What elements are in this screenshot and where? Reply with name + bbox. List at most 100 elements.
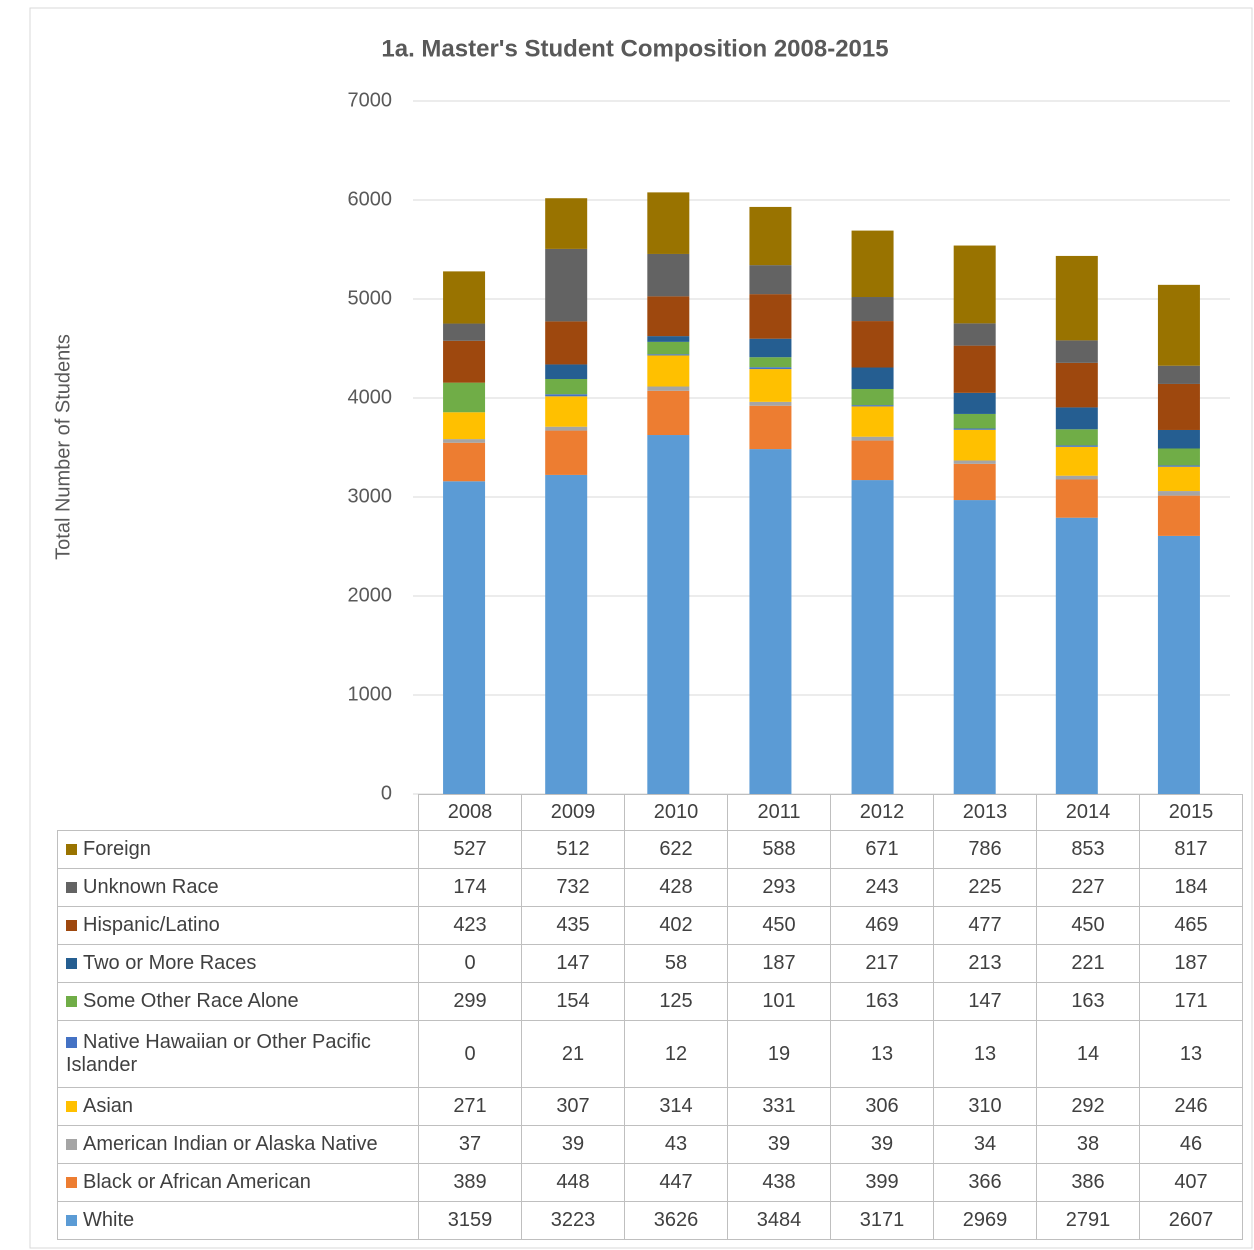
table-value: 243 xyxy=(830,868,934,907)
bar-segment xyxy=(1055,475,1098,480)
y-tick-label: 0 xyxy=(381,782,392,804)
bar-segment xyxy=(443,412,486,440)
table-row: American Indian or Alaska Native 37 39 43 39… xyxy=(57,1125,1243,1164)
table-value: 450 xyxy=(1036,906,1140,945)
bar-segment xyxy=(749,401,792,406)
table-value: 438 xyxy=(727,1163,831,1202)
table-value: 163 xyxy=(1036,982,1140,1021)
table-value: 3171 xyxy=(830,1201,934,1240)
bar-segment xyxy=(851,297,894,322)
table-value: 428 xyxy=(624,868,728,907)
bar-segment xyxy=(749,367,792,370)
x-tick-label: 2010 xyxy=(624,794,728,831)
bar-segment xyxy=(545,430,588,475)
legend-swatch xyxy=(66,844,77,856)
table-value: 366 xyxy=(933,1163,1037,1202)
bar-segment xyxy=(647,354,690,356)
legend-swatch xyxy=(66,1215,77,1227)
bar-segment xyxy=(545,248,588,322)
table-row: Some Other Race Alone 299 154 125 101 163 147 1… xyxy=(57,982,1243,1021)
y-tick-label: 6000 xyxy=(348,188,393,210)
table-value: 19 xyxy=(727,1020,831,1088)
table-value: 271 xyxy=(418,1087,522,1126)
y-tick-label: 4000 xyxy=(348,386,393,408)
bar-segment xyxy=(851,405,894,407)
legend-entry: Black or African American xyxy=(57,1163,419,1202)
table-value: 39 xyxy=(830,1125,934,1164)
bar-segment xyxy=(647,386,690,391)
x-tick-label: 2015 xyxy=(1139,794,1243,831)
bar-segment xyxy=(851,406,894,437)
table-value: 0 xyxy=(418,1020,522,1088)
bar-segment xyxy=(953,460,996,464)
table-row: Two or More Races 0 147 58 187 217 213 221 187 xyxy=(57,944,1243,983)
table-value: 3159 xyxy=(418,1201,522,1240)
x-tick-label: 2014 xyxy=(1036,794,1140,831)
bar-segment xyxy=(851,321,894,368)
bar-segment xyxy=(953,245,996,324)
table-value: 671 xyxy=(830,830,934,869)
y-tick-label: 2000 xyxy=(348,584,393,606)
y-tick-label: 3000 xyxy=(348,485,393,507)
bar-segment xyxy=(1055,479,1098,518)
legend-label: Two or More Races xyxy=(83,952,257,974)
bar-segment xyxy=(647,296,690,337)
table-value: 38 xyxy=(1036,1125,1140,1164)
table-value: 12 xyxy=(624,1020,728,1088)
bar-segment xyxy=(647,336,690,342)
legend-entry: Unknown Race xyxy=(57,868,419,907)
table-value: 3223 xyxy=(521,1201,625,1240)
table-value: 39 xyxy=(727,1125,831,1164)
table-value: 423 xyxy=(418,906,522,945)
table-row: Unknown Race 174 732 428 293 243 225 227 184 xyxy=(57,868,1243,907)
bar-segment xyxy=(1157,495,1200,536)
x-tick-label: 2013 xyxy=(933,794,1037,831)
table-value: 447 xyxy=(624,1163,728,1202)
bar-segment xyxy=(953,429,996,461)
table-value: 147 xyxy=(933,982,1037,1021)
table-value: 465 xyxy=(1139,906,1243,945)
table-value: 399 xyxy=(830,1163,934,1202)
table-value: 58 xyxy=(624,944,728,983)
table-value: 101 xyxy=(727,982,831,1021)
table-value: 34 xyxy=(933,1125,1037,1164)
bar-segment xyxy=(851,230,894,298)
table-value: 448 xyxy=(521,1163,625,1202)
bar-segment xyxy=(647,390,690,436)
x-tick-label: 2011 xyxy=(727,794,831,831)
table-value: 407 xyxy=(1139,1163,1243,1202)
bar-segment xyxy=(1157,448,1200,466)
bar-segment xyxy=(953,345,996,393)
bar-segment xyxy=(749,265,792,295)
bar-segment xyxy=(545,426,588,431)
table-value: 477 xyxy=(933,906,1037,945)
table-value: 2607 xyxy=(1139,1201,1243,1240)
table-value: 39 xyxy=(521,1125,625,1164)
table-value: 246 xyxy=(1139,1087,1243,1126)
legend-entry: American Indian or Alaska Native xyxy=(57,1125,419,1164)
legend-swatch xyxy=(66,1177,77,1189)
legend-entry: White xyxy=(57,1201,419,1240)
legend-swatch xyxy=(66,1037,77,1049)
bar-segment xyxy=(953,392,996,414)
bar-segment xyxy=(953,323,996,346)
table-value: 43 xyxy=(624,1125,728,1164)
y-tick-label: 7000 xyxy=(348,89,393,111)
bar-segment xyxy=(851,367,894,389)
bar-segment xyxy=(443,271,486,324)
table-row: Native Hawaiian or Other Pacific Islande… xyxy=(57,1020,1243,1088)
table-value: 21 xyxy=(521,1020,625,1088)
bar-segment xyxy=(1055,445,1098,447)
bar-segment xyxy=(851,388,894,406)
bar-segment xyxy=(545,474,588,794)
legend-label: Asian xyxy=(83,1095,134,1117)
table-value: 292 xyxy=(1036,1087,1140,1126)
legend-label: Native Hawaiian or Other Pacific Islande… xyxy=(66,1031,371,1076)
bar-segment xyxy=(1055,446,1098,476)
table-value: 299 xyxy=(418,982,522,1021)
bar-segment xyxy=(545,378,588,395)
bar-segment xyxy=(1157,429,1200,449)
table-value: 2969 xyxy=(933,1201,1037,1240)
bar-segment xyxy=(1157,383,1200,430)
table-value: 389 xyxy=(418,1163,522,1202)
